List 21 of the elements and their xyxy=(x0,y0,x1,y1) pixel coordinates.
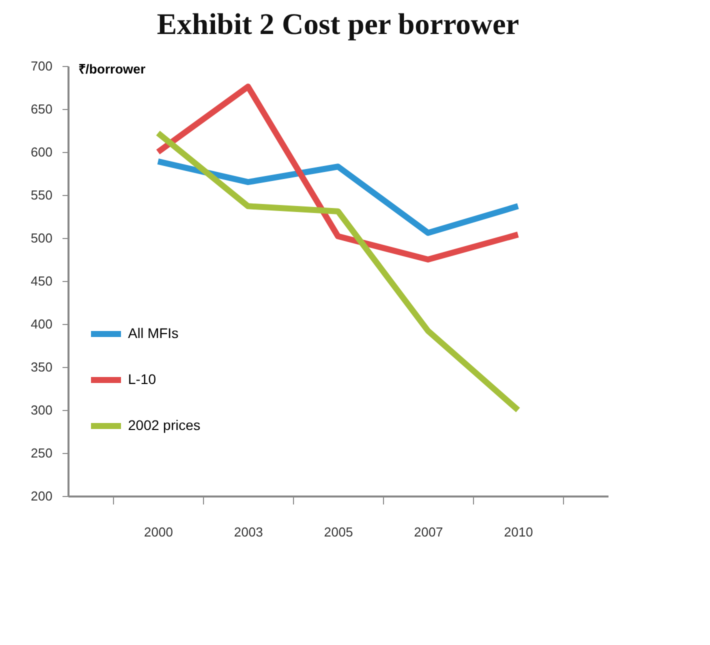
y-tick-label: 300 xyxy=(30,402,52,418)
x-tick-label: 2003 xyxy=(234,524,263,540)
y-tick-label: 500 xyxy=(30,230,52,246)
x-tick-label: 2007 xyxy=(414,524,443,540)
y-tick-label: 200 xyxy=(30,488,52,504)
y-tick-label: 600 xyxy=(30,144,52,160)
y-tick-label: 550 xyxy=(30,188,52,202)
chart-title: Exhibit 2 Cost per borrower xyxy=(156,8,520,41)
x-tick-label: 2010 xyxy=(504,524,533,540)
x-tick-label: 2005 xyxy=(324,524,353,540)
y-axis-title: ₹/borrower xyxy=(78,62,146,76)
y-tick-label: 400 xyxy=(30,316,52,332)
y-tick-label: 250 xyxy=(30,446,52,460)
legend-label: 2002 prices xyxy=(128,417,200,433)
legend-label: L-10 xyxy=(128,371,156,387)
y-tick-label: 350 xyxy=(30,360,52,374)
y-tick-label: 650 xyxy=(30,102,52,116)
x-tick-label: 2000 xyxy=(144,524,173,540)
y-tick-label: 450 xyxy=(30,274,52,288)
y-tick-label: 700 xyxy=(30,58,52,74)
legend-label: All MFIs xyxy=(128,325,179,341)
